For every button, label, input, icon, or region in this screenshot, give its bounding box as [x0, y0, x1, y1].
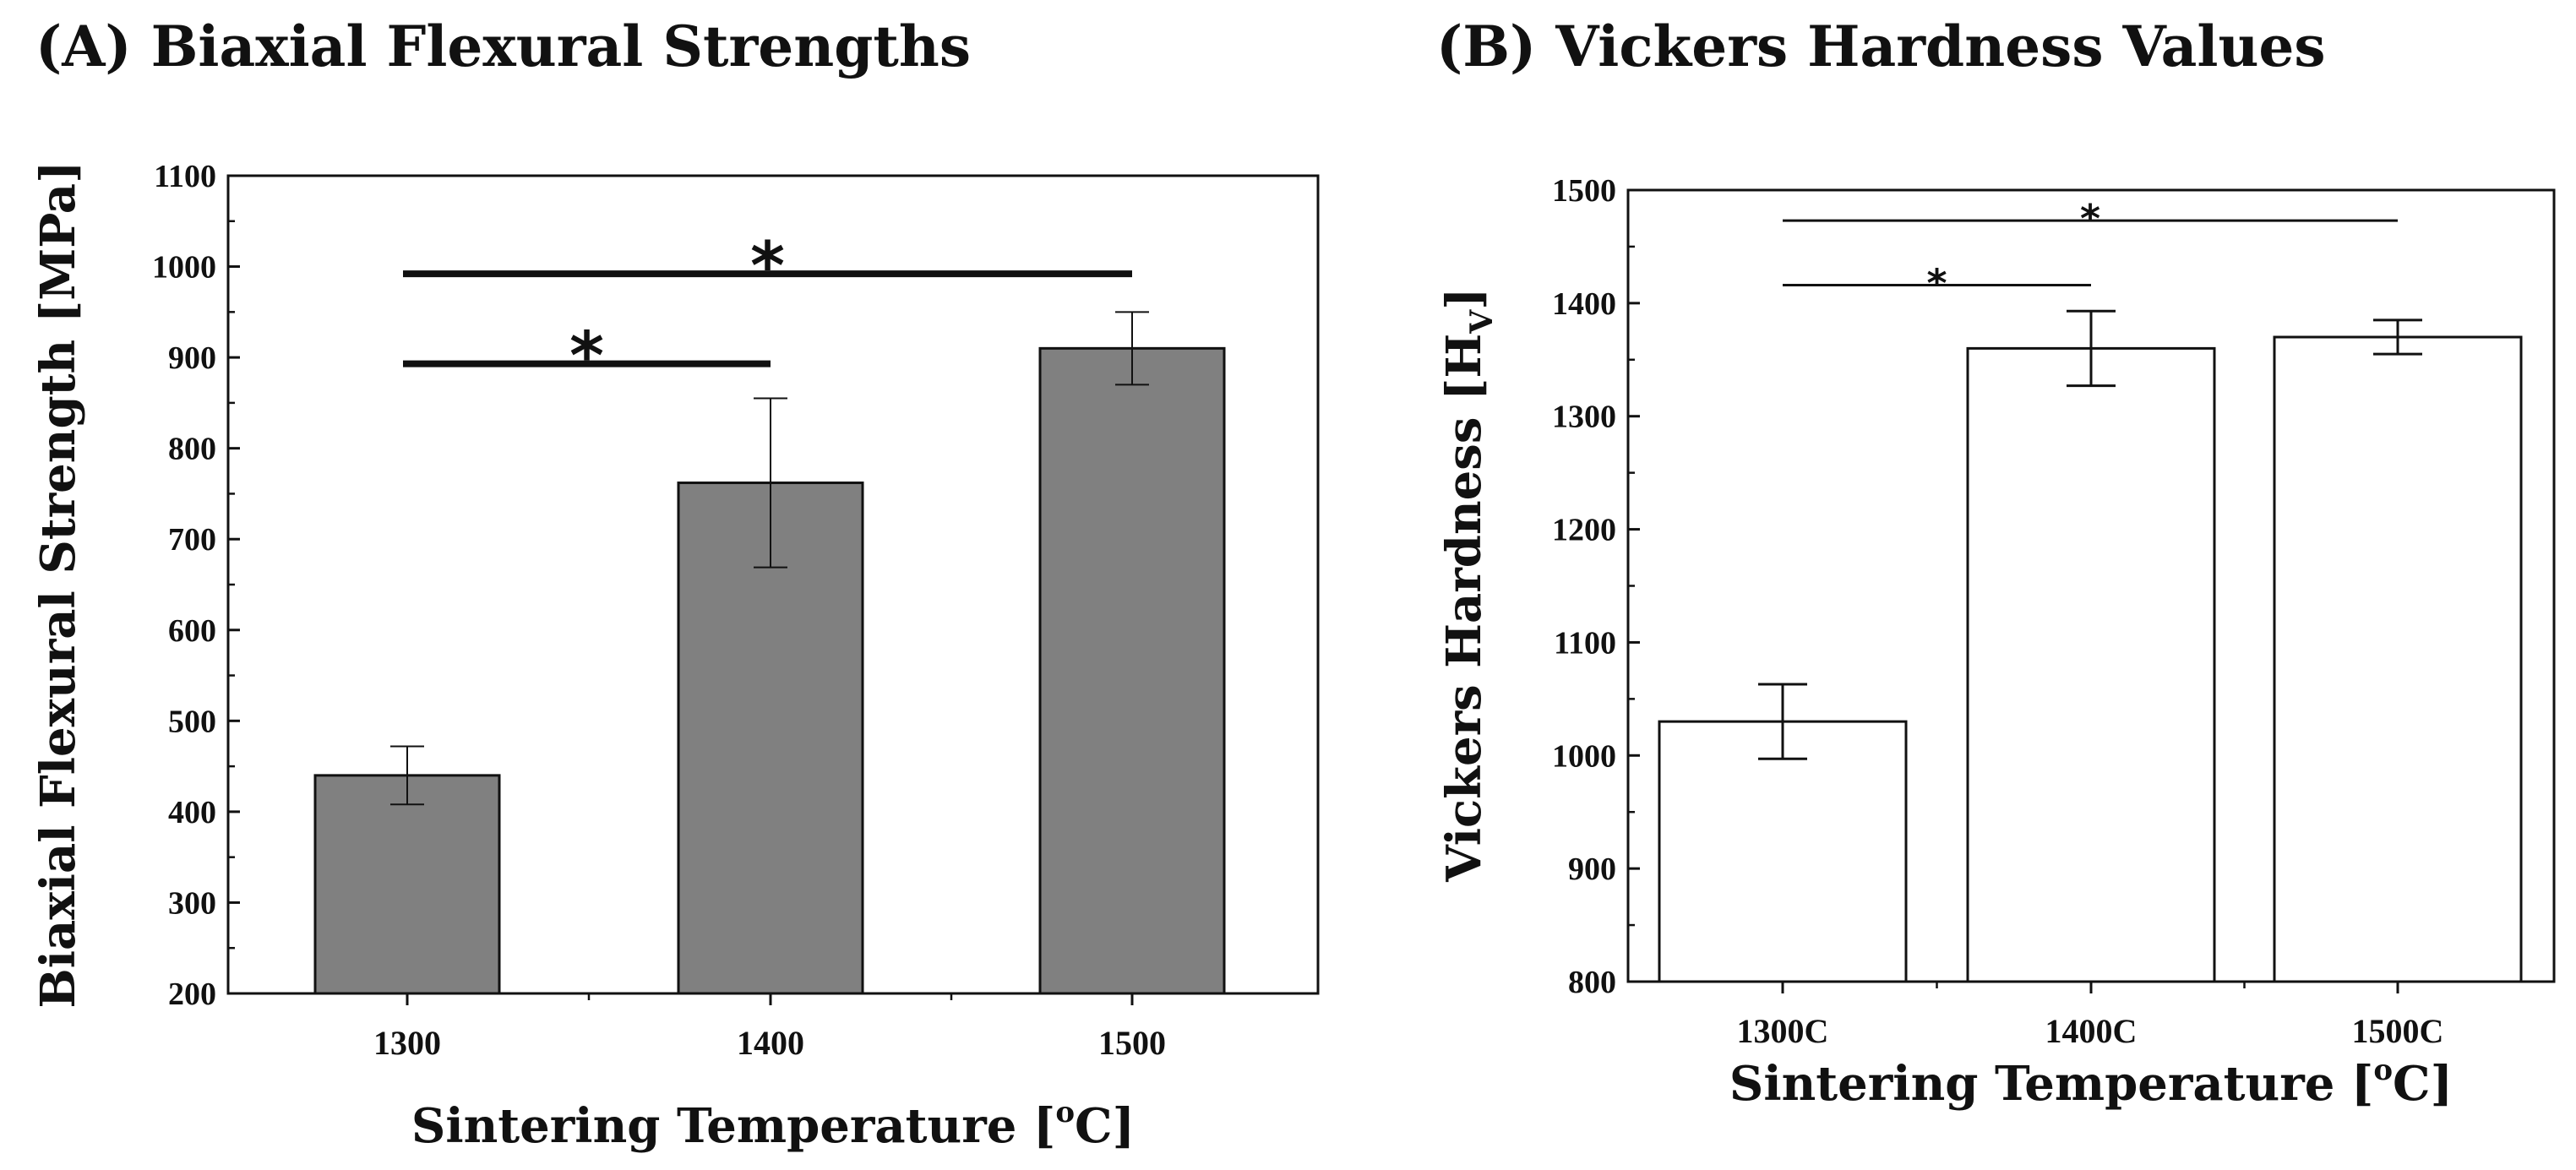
panel-b-y-tick-label: 1300 — [1552, 400, 1616, 435]
panel-b-x-tick-label: 1500C — [2352, 1012, 2444, 1050]
panel-a-y-tick-label: 200 — [168, 977, 216, 1012]
panel-a-x-tick-label: 1400 — [737, 1024, 804, 1062]
panel-b-bar-1300C — [1658, 720, 1908, 983]
panel-b-x-tick-label: 1300C — [1737, 1012, 1829, 1050]
panel-a-y-tick-label: 400 — [168, 795, 216, 830]
panel-a-significance-star-1: * — [569, 319, 604, 395]
panel-b-bar-1400C — [1966, 346, 2216, 983]
panel-a-x-tick-label: 1500 — [1098, 1024, 1166, 1062]
panel-b-y-axis-title: Vickers Hardness [HV] — [1436, 287, 1500, 882]
panel-a-title: (A) Biaxial Flexural Strengths — [35, 14, 971, 79]
panel-b-significance-star-1: * — [1926, 260, 1947, 306]
panel-b-y-tick-label: 1100 — [1554, 625, 1616, 661]
panel-b-x-tick-label: 1400C — [2045, 1012, 2138, 1050]
panel-a-y-tick-label: 1000 — [152, 250, 216, 286]
panel-b-title: (B) Vickers Hardness Values — [1436, 14, 2326, 79]
panel-a-y-tick-label: 700 — [168, 522, 216, 558]
panel-a-significance: ** — [403, 229, 1132, 395]
panel-b-x-axis-title: Sintering Temperature [oC] — [1729, 1053, 2453, 1112]
panel-a-x-axis-title: Sintering Temperature [oC] — [411, 1096, 1135, 1154]
panel-b-bars — [1658, 335, 2523, 983]
panel-a-y-tick-label: 800 — [168, 432, 216, 467]
panel-b-bar-1500C — [2273, 335, 2523, 983]
panel-b-y-axis: 800 900 1000 1100 1200 1300 1400 1500 — [1552, 173, 1640, 1000]
panel-b-significance-star-2: * — [2080, 196, 2100, 242]
panel-b-error-bars — [1758, 309, 2422, 760]
panel-a-y-tick-label: 500 — [168, 704, 216, 739]
panel-a-significance-star-2: * — [750, 229, 785, 305]
panel-a-x-axis: 1300 1400 1500 — [373, 993, 1166, 1062]
panel-a-bar-1300 — [313, 774, 501, 995]
panel-a-y-tick-label: 600 — [168, 613, 216, 649]
panel-b-y-tick-label: 800 — [1568, 965, 1616, 1000]
panel-a-chart: (A) Biaxial Flexural Strengths ** 200300… — [30, 14, 1320, 1154]
panel-a-x-tick-label: 1300 — [373, 1024, 441, 1062]
panel-b-significance: ** — [1783, 196, 2398, 306]
panel-a-y-tick-label: 300 — [168, 885, 216, 921]
panel-b-y-tick-label: 1200 — [1552, 513, 1616, 548]
panel-b-y-tick-label: 1500 — [1552, 173, 1616, 209]
panel-b-y-tick-label: 900 — [1568, 852, 1616, 887]
panel-a-y-axis-title: Biaxial Flexural Strength [MPa] — [30, 161, 86, 1008]
panel-b-chart: (B) Vickers Hardness Values ** 800900100… — [1436, 14, 2556, 1112]
panel-a-bar-1500 — [1038, 346, 1226, 995]
panel-a-error-bars — [390, 311, 1149, 806]
panel-b-y-tick-label: 1000 — [1552, 738, 1616, 774]
panel-a-y-tick-label: 1100 — [154, 159, 216, 194]
panel-b-y-tick-label: 1400 — [1552, 286, 1616, 322]
panel-b-x-axis: 1300C 1400C 1500C — [1737, 982, 2444, 1050]
panel-a-y-axis: 200 300 400 500 600 700 800 900 1000 1100 — [152, 159, 240, 1012]
panel-a-y-tick-label: 900 — [168, 340, 216, 376]
